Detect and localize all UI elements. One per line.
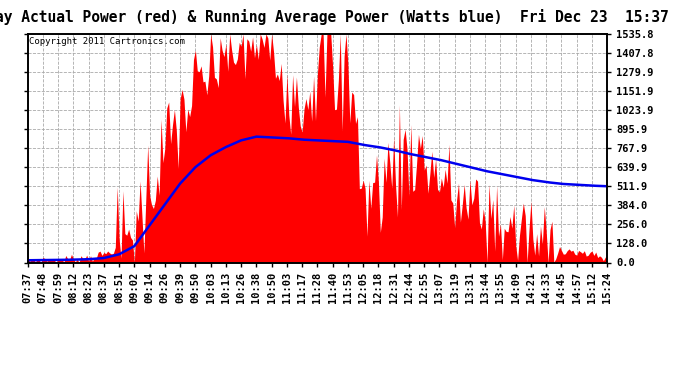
Text: West Array Actual Power (red) & Running Average Power (Watts blue)  Fri Dec 23  : West Array Actual Power (red) & Running … (0, 9, 669, 25)
Text: Copyright 2011 Cartronics.com: Copyright 2011 Cartronics.com (30, 37, 185, 46)
